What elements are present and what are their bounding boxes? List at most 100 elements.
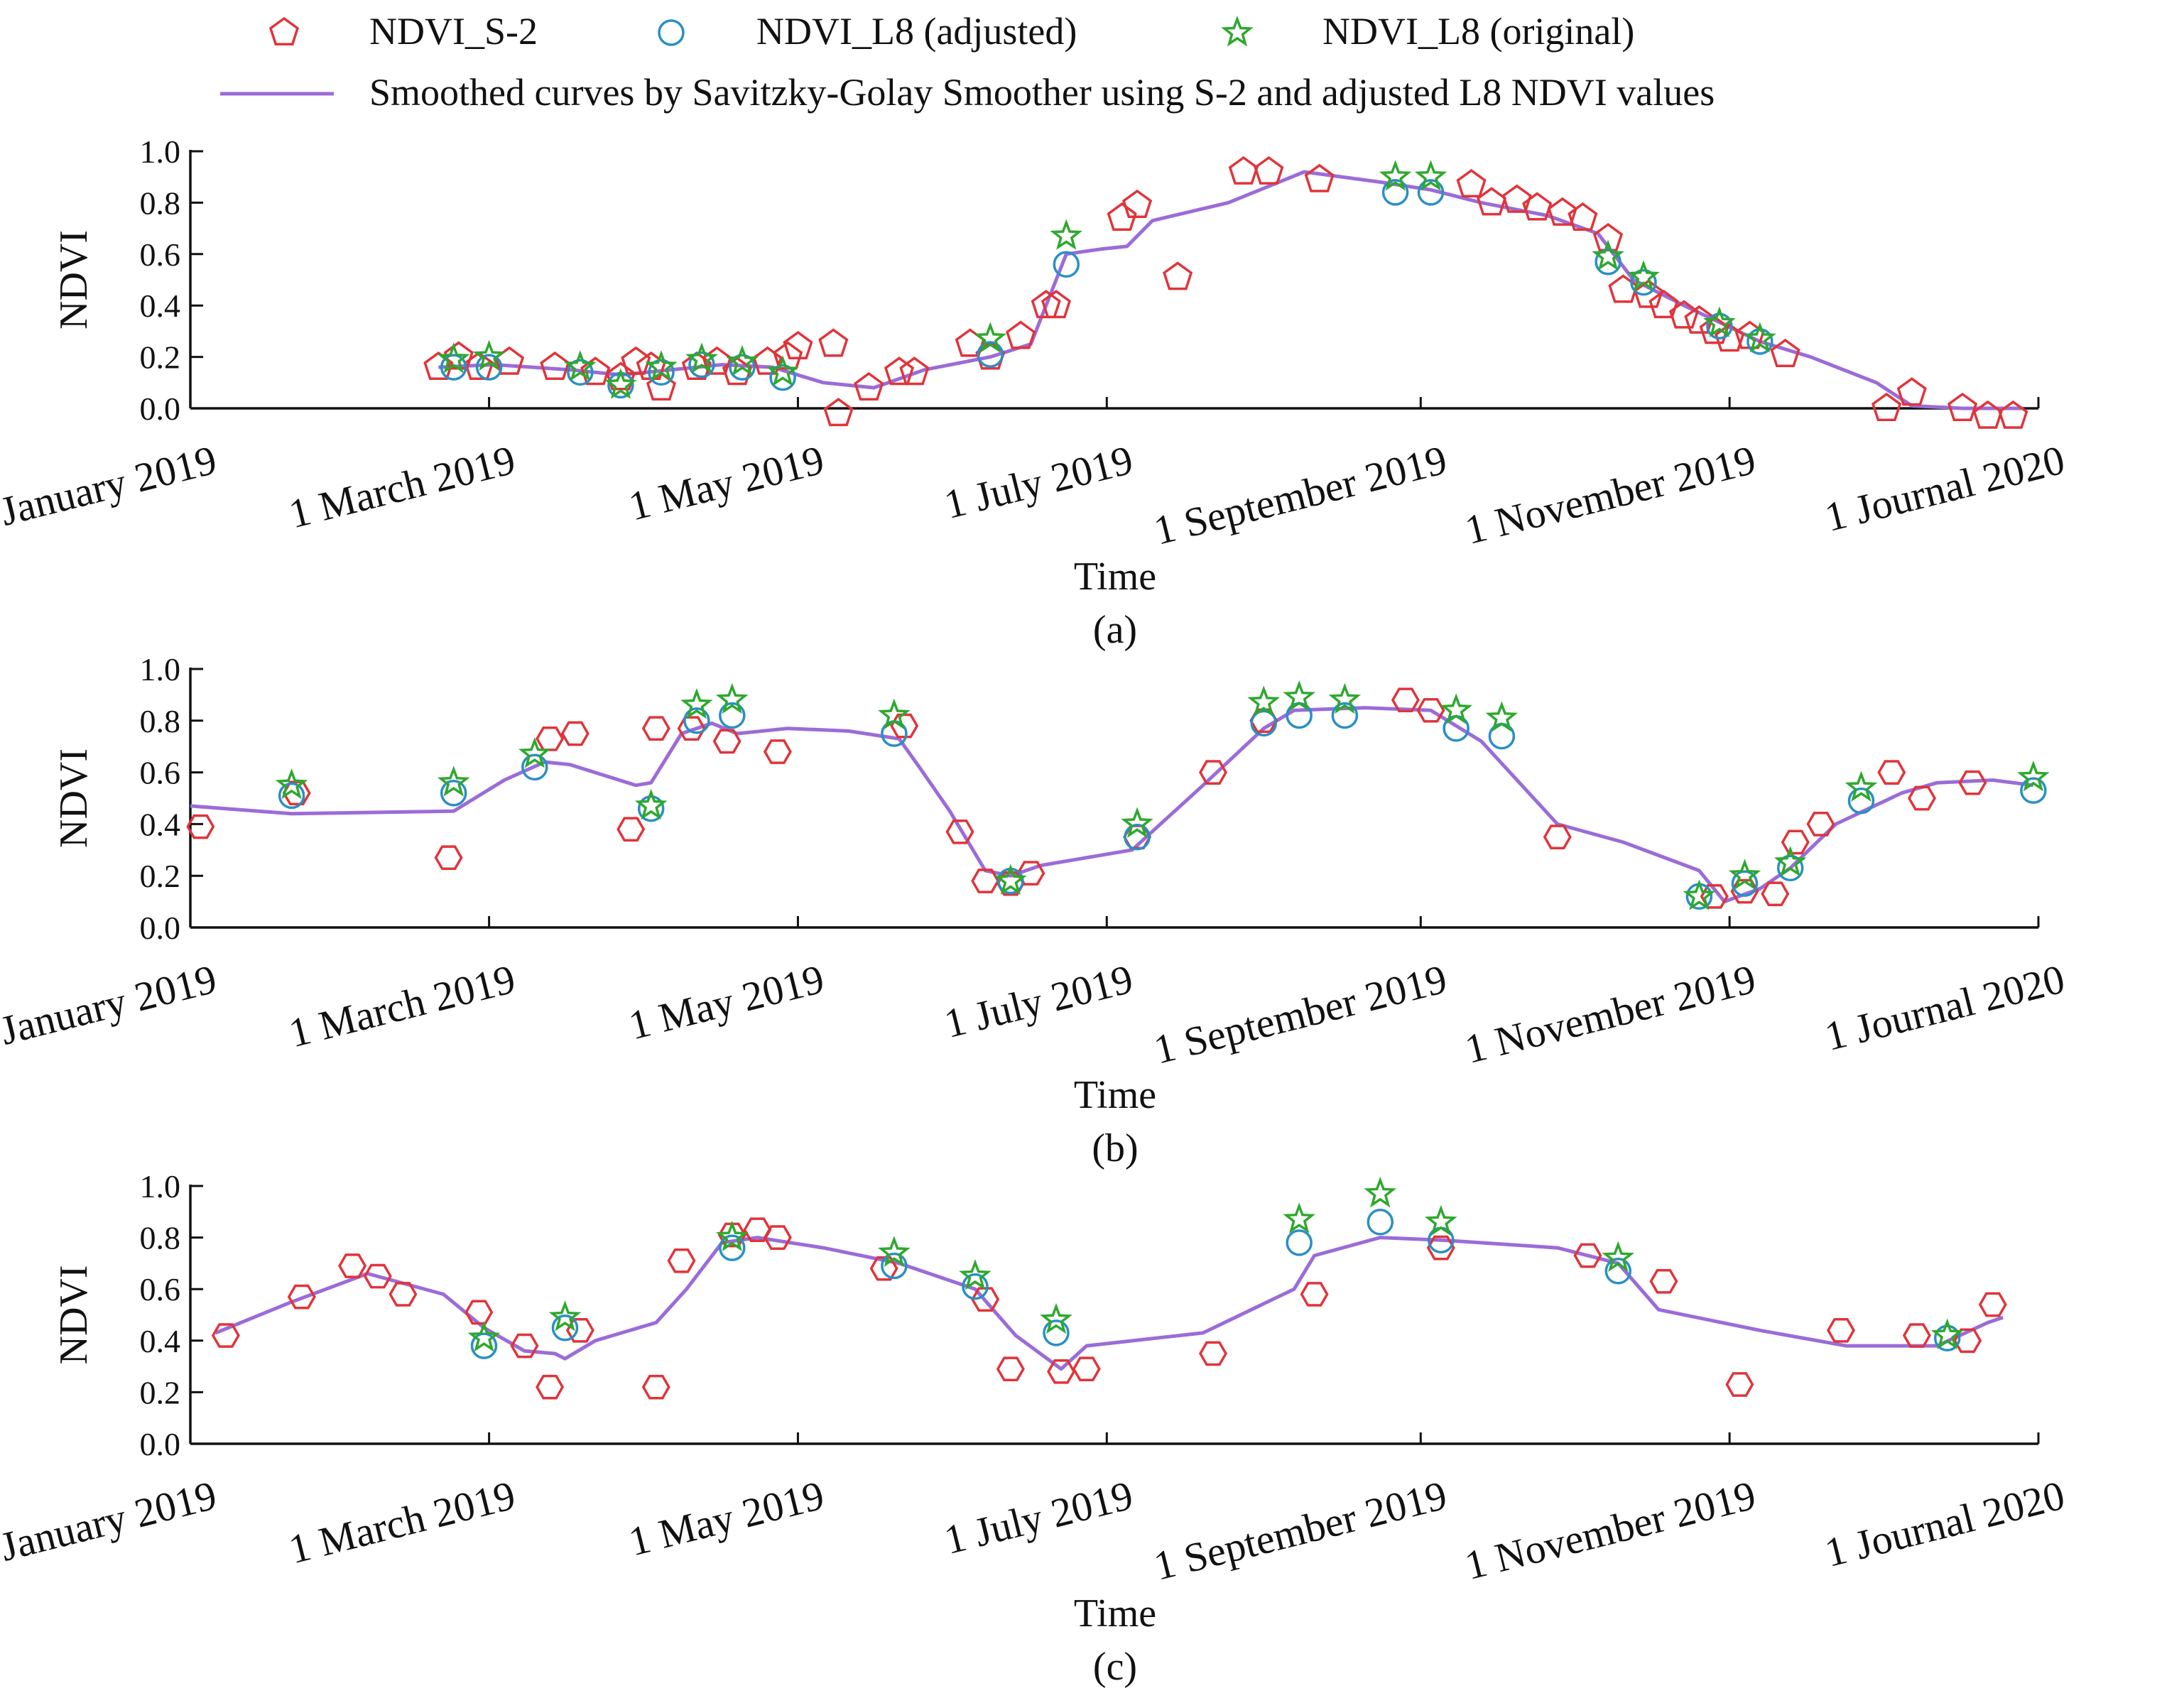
x-tick-label: 1 March 2019: [284, 1472, 519, 1573]
y-tick-label: 0.0: [140, 910, 181, 946]
s2-data-point: [641, 716, 670, 741]
y-axis-title: NDVI: [52, 749, 96, 848]
l8a-data-point: [962, 1273, 989, 1300]
l8a-data-point: [1381, 179, 1409, 206]
panel-c: 0.0 0.2 0.4 0.6 0.8 1.0 1 January 2019 1 March …: [0, 1168, 2069, 1689]
s2-data-point: [854, 371, 884, 401]
x-tick-label: 1 Journal 2020: [1820, 437, 2069, 540]
sg-smoothed-line: [214, 1236, 2004, 1371]
legend-marker-star: [1221, 16, 1254, 47]
s2-data-point: [423, 351, 454, 381]
s2-data-point: [565, 1317, 594, 1343]
l8o-data-point: [1121, 807, 1153, 838]
l8o-data-point: [1627, 260, 1660, 291]
s2-data-point: [667, 1248, 696, 1273]
s2-data-point: [1634, 279, 1664, 308]
x-tick-label: 1 September 2019: [1149, 437, 1451, 554]
s2-data-point: [971, 869, 1000, 893]
y-tick-label: 0.4: [140, 288, 181, 324]
panel-a: 0.0 0.2 0.4 0.6 0.8 1.0 1 January 2019 1 March …: [0, 134, 2069, 652]
s2-data-point: [1304, 163, 1335, 192]
legend-label-l8-adjusted: NDVI_L8 (adjusted): [756, 10, 1077, 53]
l8a-data-point: [881, 1252, 908, 1280]
l8o-data-point: [1364, 1176, 1396, 1208]
l8a-data-point: [1367, 1209, 1394, 1236]
x-tick-label: 1 January 2019: [0, 956, 221, 1062]
x-tick-label: 1 July 2019: [940, 1472, 1137, 1564]
s2-data-point: [890, 713, 919, 739]
l8a-data-point: [1776, 854, 1804, 882]
l8a-data-point: [729, 354, 756, 381]
s2-data-point: [1770, 338, 1800, 367]
s2-data-point: [1608, 274, 1639, 303]
s2-data-point: [1700, 883, 1729, 909]
y-tick-label: 0.8: [140, 1220, 181, 1256]
l8a-data-point: [1847, 787, 1875, 815]
l8a-data-point: [1731, 870, 1759, 897]
series-l8o: [467, 1176, 1964, 1352]
s2-data-point: [1072, 1356, 1101, 1382]
s2-data-point: [1902, 1323, 1931, 1348]
x-tick-label: 1 January 2019: [0, 437, 221, 543]
s2-data-point: [1896, 377, 1927, 406]
l8o-data-point: [518, 737, 551, 768]
legend-marker-circle: [658, 19, 685, 46]
x-tick-label: 1 May 2019: [624, 437, 829, 530]
s2-data-point: [1198, 1341, 1228, 1366]
legend-entry-l8-adjusted: NDVI_L8 (adjusted): [658, 10, 1077, 53]
l8a-data-point: [1706, 312, 1733, 339]
s2-data-point: [1972, 400, 2003, 429]
l8o-data-point: [1683, 879, 1716, 910]
s2-data-point: [434, 845, 463, 871]
l8a-data-point: [648, 359, 675, 386]
l8o-data-point: [1328, 682, 1362, 714]
legend-entry-sg: Smoothed curves by Savitzky-Golay Smooth…: [220, 71, 1715, 114]
s2-data-point: [1725, 1372, 1754, 1397]
l8o-data-point: [974, 322, 1007, 353]
l8a-data-point: [551, 1314, 579, 1341]
l8o-data-point: [1845, 771, 1878, 802]
l8a-data-point: [440, 354, 467, 381]
l8o-data-point: [715, 1220, 749, 1252]
x-tick-label: 1 May 2019: [624, 956, 829, 1049]
s2-data-point: [1254, 156, 1284, 185]
l8o-data-point: [878, 1236, 911, 1267]
x-axis-title: Time: [1074, 555, 1156, 599]
l8a-data-point: [977, 341, 1004, 368]
legend-star-icon: [1221, 16, 1254, 47]
l8o-data-point: [726, 344, 759, 376]
l8o-data-point: [1247, 685, 1281, 717]
l8a-data-point: [278, 782, 305, 810]
legend: NDVI_S-2 NDVI_L8 (adjusted) NDVI_L8 (ori…: [220, 10, 1715, 114]
x-tick-label: 1 Journal 2020: [1820, 1472, 2069, 1576]
s2-data-point: [1456, 168, 1487, 197]
l8o-data-point: [604, 368, 637, 399]
s2-data-point: [1715, 323, 1745, 352]
sg-smoothed-line: [438, 170, 2023, 410]
s2-data-point: [1041, 290, 1072, 319]
x-axis-title: Time: [1074, 1073, 1156, 1117]
s2-data-point: [621, 346, 651, 375]
s2-data-point: [616, 817, 646, 842]
s2-data-point: [363, 1263, 392, 1289]
l8a-data-point: [1933, 1324, 1961, 1351]
l8o-data-point: [1040, 1302, 1072, 1334]
series-s2: [423, 156, 2028, 429]
s2-data-point: [1391, 687, 1420, 713]
s2-data-point: [677, 716, 706, 741]
l8o-data-point: [1485, 701, 1519, 732]
l8o-data-point: [1592, 239, 1624, 271]
panel-label: (c): [1093, 1645, 1137, 1689]
s2-data-point: [1016, 861, 1045, 886]
s2-data-point: [1998, 400, 2028, 429]
s2-data-point: [1573, 1243, 1602, 1268]
s2-data-point: [1761, 881, 1790, 907]
l8o-data-point: [1930, 1318, 1964, 1349]
y-axis-title: NDVI: [52, 230, 96, 330]
s2-data-point: [510, 1333, 539, 1359]
x-tick-label: 1 November 2019: [1460, 1472, 1760, 1589]
s2-data-point: [186, 814, 215, 839]
l8o-data-point: [467, 1321, 501, 1352]
s2-data-point: [763, 1225, 792, 1250]
l8o-data-point: [1283, 680, 1316, 712]
